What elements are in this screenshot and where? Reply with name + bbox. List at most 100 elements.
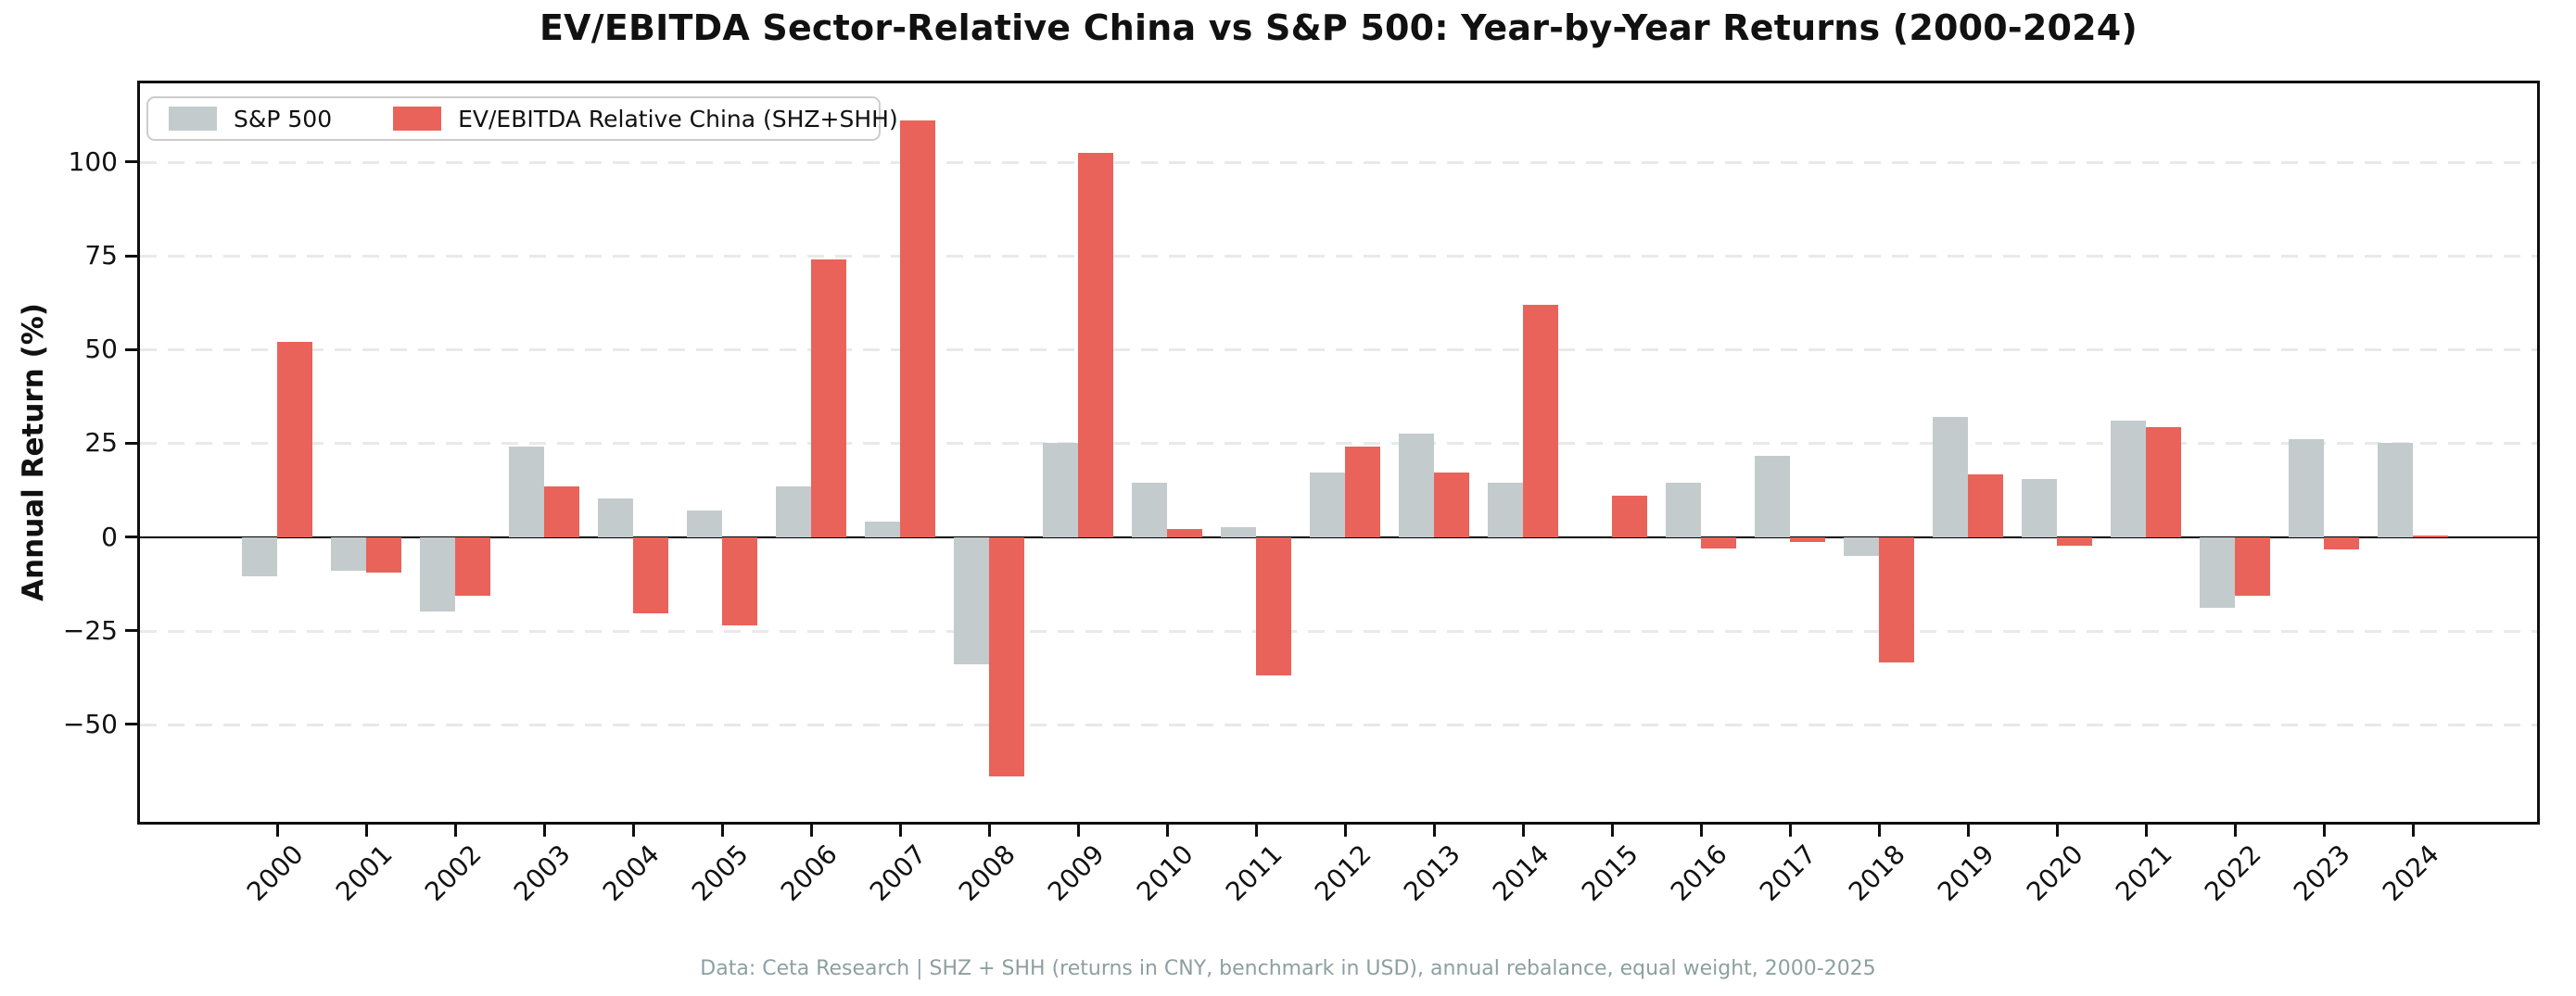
x-tick-label-2006: 2006	[774, 838, 844, 908]
bar-sp500-2013	[1399, 434, 1434, 537]
y-tick-label-75: 75	[84, 240, 118, 271]
x-tick-label-2005: 2005	[685, 838, 755, 908]
bar-sp500-2021	[2111, 421, 2146, 537]
bar-china-2017	[1790, 536, 1825, 542]
x-tick-2016	[1699, 825, 1703, 837]
bar-sp500-2012	[1310, 472, 1345, 537]
bar-sp500-2009	[1043, 443, 1078, 537]
x-tick-label-2019: 2019	[1931, 838, 2000, 908]
legend-swatch-china	[393, 107, 442, 131]
legend: S&P 500 EV/EBITDA Relative China (SHZ+SH…	[146, 96, 898, 141]
bar-sp500-2014	[1488, 482, 1523, 537]
x-tick-2009	[1076, 825, 1080, 837]
y-tick--25	[125, 629, 137, 633]
x-tick-label-2004: 2004	[596, 838, 666, 908]
bar-china-2016	[1701, 536, 1736, 548]
x-tick-label-2016: 2016	[1664, 838, 1733, 908]
plot-area: S&P 500 EV/EBITDA Relative China (SHZ+SH…	[137, 81, 2540, 825]
x-tick-2024	[2411, 825, 2415, 837]
bar-sp500-2024	[2378, 442, 2413, 537]
bar-sp500-2010	[1132, 482, 1167, 537]
bar-china-2000	[277, 342, 312, 537]
legend-label-sp500: S&P 500	[234, 105, 333, 132]
bar-china-2006	[811, 259, 846, 537]
gridline-100	[140, 160, 2537, 164]
x-tick-2015	[1610, 825, 1614, 837]
bar-sp500-2000	[242, 536, 277, 576]
bar-sp500-2016	[1666, 482, 1701, 537]
bar-china-2019	[1968, 474, 2003, 537]
bar-china-2018	[1879, 536, 1914, 663]
bar-china-2004	[633, 536, 668, 614]
bar-china-2024	[2413, 535, 2448, 537]
x-tick-label-2009: 2009	[1041, 838, 1110, 908]
x-tick-label-2000: 2000	[240, 838, 310, 908]
bar-china-2022	[2235, 536, 2270, 597]
y-tick-label--50: −50	[62, 708, 118, 739]
bar-china-2008	[989, 536, 1024, 777]
x-tick-2021	[2144, 825, 2148, 837]
y-tick-0	[125, 536, 137, 539]
x-tick-label-2020: 2020	[2020, 838, 2089, 908]
x-tick-label-2015: 2015	[1575, 838, 1644, 908]
bar-china-2021	[2146, 427, 2181, 537]
bar-sp500-2020	[2022, 478, 2057, 537]
bar-china-2009	[1078, 152, 1113, 537]
footer-caption: Data: Ceta Research | SHZ + SHH (returns…	[700, 957, 1876, 980]
x-tick-2023	[2322, 825, 2326, 837]
y-tick-label-25: 25	[84, 427, 118, 459]
bar-sp500-2005	[687, 511, 722, 537]
bar-sp500-2007	[865, 522, 900, 537]
x-tick-2006	[809, 825, 813, 837]
x-tick-2004	[631, 825, 635, 837]
x-tick-2003	[542, 825, 546, 837]
y-tick-25	[125, 441, 137, 445]
x-tick-2017	[1788, 825, 1792, 837]
gridline-75	[140, 255, 2537, 258]
y-tick-50	[125, 347, 137, 351]
x-tick-2002	[453, 825, 457, 837]
bar-sp500-2006	[776, 485, 811, 537]
x-tick-label-2021: 2021	[2109, 838, 2178, 908]
x-tick-label-2003: 2003	[507, 838, 577, 908]
bar-china-2012	[1345, 447, 1380, 537]
x-tick-2019	[1966, 825, 1970, 837]
bar-sp500-2022	[2200, 536, 2235, 609]
bar-china-2023	[2324, 536, 2359, 549]
x-tick-label-2011: 2011	[1219, 838, 1288, 908]
bar-china-2015	[1612, 496, 1647, 537]
zero-line	[140, 536, 2537, 538]
y-tick-75	[125, 254, 137, 258]
y-tick-label-50: 50	[84, 334, 118, 365]
gridline-50	[140, 348, 2537, 352]
bar-sp500-2023	[2289, 439, 2324, 537]
x-tick-label-2023: 2023	[2287, 838, 2356, 908]
x-tick-2008	[987, 825, 991, 837]
x-tick-label-2002: 2002	[418, 838, 488, 908]
x-tick-label-2007: 2007	[863, 838, 933, 908]
bar-sp500-2011	[1221, 527, 1256, 537]
gridline-25	[140, 442, 2537, 446]
x-tick-label-2013: 2013	[1397, 838, 1466, 908]
gridline--25	[140, 629, 2537, 633]
bar-sp500-2017	[1755, 456, 1790, 537]
y-tick-100	[125, 160, 137, 164]
bar-china-2005	[722, 536, 757, 625]
bar-china-2013	[1434, 472, 1469, 537]
x-tick-label-2024: 2024	[2376, 838, 2445, 908]
x-tick-2011	[1254, 825, 1258, 837]
bar-china-2011	[1256, 536, 1291, 676]
bar-sp500-2008	[954, 536, 989, 665]
y-tick-label-0: 0	[101, 521, 118, 552]
x-tick-2018	[1877, 825, 1881, 837]
bar-sp500-2018	[1844, 536, 1879, 556]
x-tick-label-2018: 2018	[1842, 838, 1911, 908]
y-tick-label--25: −25	[62, 614, 118, 646]
x-tick-2005	[720, 825, 724, 837]
bar-china-2001	[366, 536, 401, 573]
bar-china-2007	[900, 120, 935, 537]
bar-sp500-2001	[331, 536, 366, 571]
bar-china-2010	[1167, 529, 1202, 537]
gridline--50	[140, 723, 2537, 726]
